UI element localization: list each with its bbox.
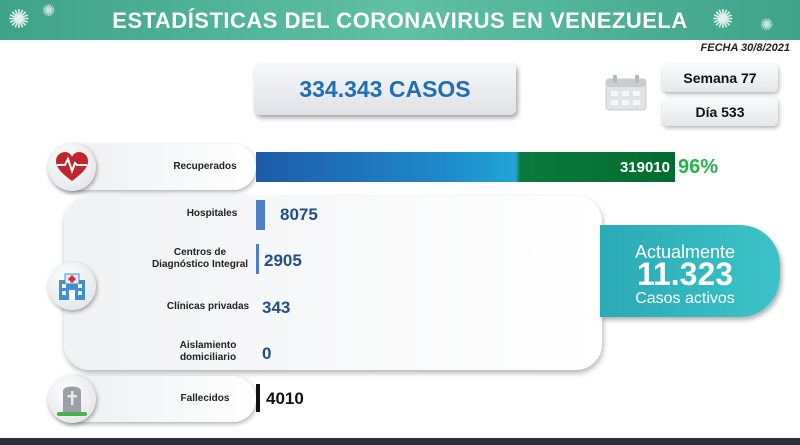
week-badge: Semana 77 [662,64,778,92]
virus-icon: ✺ [42,3,56,20]
cdi-value: 2905 [264,251,302,270]
cdi-bar [256,244,259,274]
deaths-bar [256,384,260,412]
grave-icon-circle [48,375,96,423]
home-isolation-label-line1: Aislamiento [179,340,237,351]
header-bar [0,0,800,40]
hospital-icon-circle [48,262,96,310]
day-badge: Día 533 [662,98,778,126]
active-cases-value: 11.323 [636,256,734,292]
recovered-label: Recuperados [173,161,237,172]
hospitals-value: 8075 [280,205,318,224]
hospital-icon [59,273,85,300]
recovered-value: 319010 [619,159,670,176]
active-cases-box [600,225,780,317]
calendar-icon [605,75,647,111]
private-clinics-value: 343 [262,298,291,317]
hospitals-bar [256,200,265,230]
virus-icon: ✺ [760,17,774,34]
report-date: FECHA 30/8/2021 [700,42,790,54]
deaths-label: Fallecidos [180,393,230,404]
deaths-value: 4010 [266,389,304,408]
recovered-percent: 96% [678,156,719,178]
heart-icon-circle [48,143,96,191]
page-title: ESTADÍSTICAS DEL CORONAVIRUS EN VENEZUEL… [112,8,688,33]
bottom-border [0,438,800,445]
heart-pulse-icon [56,152,88,181]
private-clinics-label: Clínicas privadas [166,301,250,312]
virus-icon: ✺ [8,4,30,34]
active-breakdown-panel [64,196,602,370]
tombstone-icon [57,386,87,416]
home-isolation-label-line2: domiciliario [179,352,237,363]
home-isolation-value: 0 [262,344,272,363]
active-cases-heading: Actualmente [634,242,736,262]
total-cases-box [254,63,516,115]
active-cases-caption: Casos activos [635,290,735,307]
total-cases-label: 334.343 CASOS [299,76,471,102]
cdi-label-line1: Centros de [173,247,227,258]
cdi-label-line2: Diagnóstico Integral [151,259,249,270]
virus-icon: ✺ [712,4,734,34]
recovered-bar [256,152,675,182]
hospitals-label: Hospitales [186,208,238,219]
